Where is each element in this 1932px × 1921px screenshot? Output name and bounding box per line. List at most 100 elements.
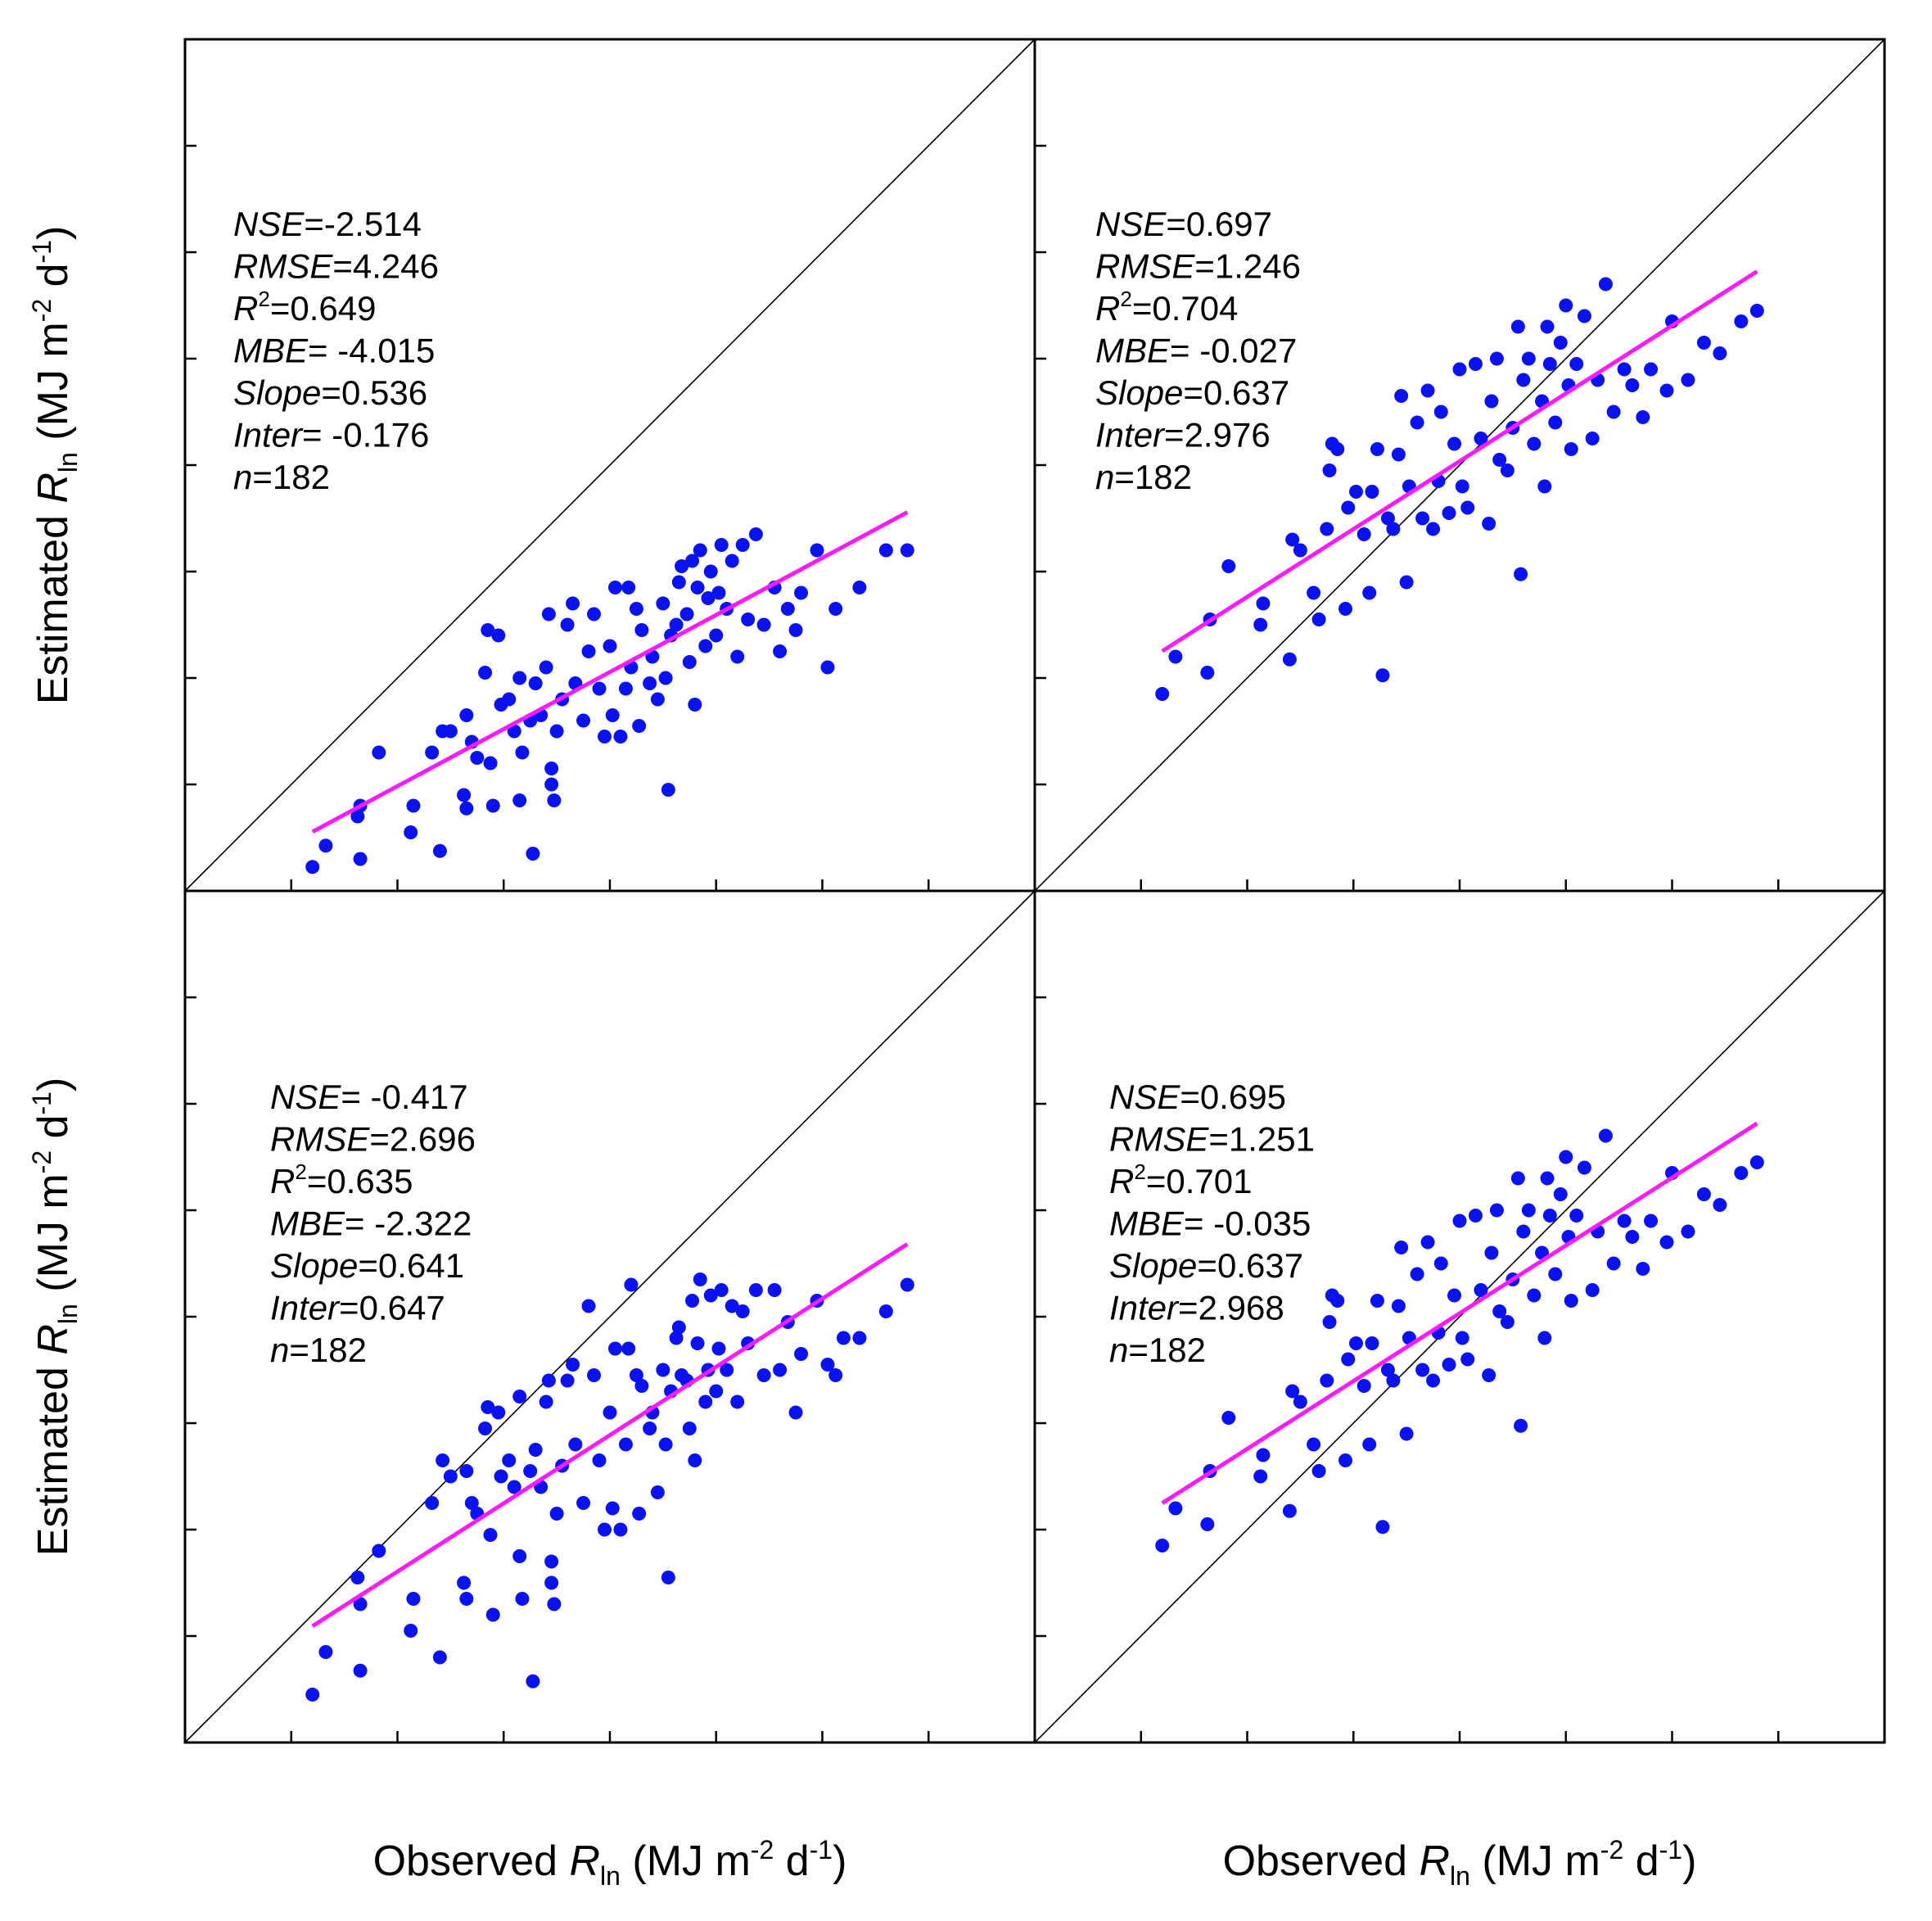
data-point [528, 676, 543, 690]
data-point [1542, 357, 1557, 371]
data-point [436, 1453, 450, 1467]
data-point [1540, 1171, 1555, 1186]
data-point [682, 655, 697, 669]
data-point [724, 554, 739, 568]
data-point [598, 730, 612, 744]
data-point [820, 1358, 835, 1372]
data-point [491, 1405, 506, 1420]
data-point [1489, 1203, 1504, 1218]
data-point [1433, 405, 1448, 419]
data-point [1585, 1283, 1600, 1297]
data-point [1644, 1214, 1659, 1228]
data-point [1542, 1209, 1557, 1223]
data-point [661, 783, 675, 797]
data-point [464, 1496, 479, 1510]
data-point [1553, 336, 1568, 350]
data-point [1447, 436, 1462, 451]
data-point [643, 1422, 657, 1435]
data-point [1500, 1315, 1514, 1329]
stat-slope: Slope=0.641 [270, 1246, 464, 1285]
data-point [1341, 500, 1356, 515]
data-point [671, 575, 686, 590]
data-point [1322, 463, 1337, 477]
data-point [1625, 1230, 1640, 1244]
regression-line [1161, 1121, 1758, 1505]
data-point [1200, 1517, 1215, 1531]
data-point [690, 1336, 705, 1350]
data-point [485, 798, 500, 813]
data-point [547, 1597, 562, 1611]
data-point [560, 617, 575, 632]
data-point [1452, 1214, 1467, 1228]
data-point [1391, 1299, 1406, 1313]
data-point [1399, 1426, 1414, 1441]
data-point [1460, 500, 1475, 515]
data-point [1168, 649, 1183, 664]
data-point [459, 1464, 474, 1478]
data-point [1338, 602, 1353, 616]
data-point [1386, 522, 1401, 536]
data-point [698, 1394, 713, 1409]
data-point [1559, 298, 1573, 313]
regression-line [1161, 269, 1758, 653]
data-point [828, 602, 843, 616]
data-point [549, 724, 564, 739]
data-point [541, 1373, 556, 1388]
data-point [1713, 1198, 1727, 1212]
data-point [1569, 357, 1584, 371]
data-point [756, 1368, 771, 1382]
stat-rmse: RMSE=2.696 [270, 1120, 476, 1159]
data-point [425, 1496, 440, 1510]
data-point [1415, 511, 1430, 526]
data-point [788, 623, 803, 637]
data-point [457, 1575, 472, 1590]
data-point [1356, 527, 1371, 541]
stat-mbe: MBE= -0.035 [1109, 1205, 1311, 1243]
data-point [1548, 415, 1563, 430]
data-point [1484, 394, 1499, 409]
data-point [1348, 485, 1363, 499]
data-point [1749, 1155, 1764, 1169]
data-point [1221, 1411, 1236, 1425]
data-point [1285, 532, 1300, 547]
data-point [1311, 1464, 1326, 1478]
data-point [1426, 1373, 1441, 1388]
data-point [459, 801, 474, 816]
data-point [1320, 1373, 1334, 1388]
data-point [502, 692, 517, 707]
data-point [1442, 506, 1456, 520]
data-point [305, 860, 320, 875]
data-point [1307, 1437, 1321, 1452]
data-point [690, 581, 705, 594]
data-point [1569, 1209, 1584, 1223]
data-point [1482, 1368, 1496, 1382]
regression-line [311, 510, 909, 834]
data-point [1553, 1187, 1568, 1201]
data-point [632, 1507, 647, 1521]
data-point [350, 809, 365, 824]
data-point [621, 581, 636, 594]
data-point [1527, 1288, 1542, 1303]
data-point [613, 730, 628, 744]
data-point [1617, 1214, 1632, 1228]
data-point [1516, 1224, 1531, 1239]
data-point [1713, 346, 1727, 360]
data-point [603, 1405, 617, 1420]
data-point [483, 1528, 498, 1542]
data-point [1370, 442, 1384, 456]
data-point [711, 585, 726, 600]
data-point [656, 1363, 670, 1377]
data-point [560, 1373, 575, 1388]
data-point [1617, 362, 1632, 377]
data-point [1391, 447, 1406, 462]
data-point [724, 1299, 739, 1313]
data-point [688, 1453, 702, 1467]
data-point [459, 708, 474, 722]
data-point [618, 681, 633, 696]
data-point [576, 1496, 591, 1510]
data-point [709, 1384, 724, 1399]
data-point [658, 671, 673, 685]
data-point [541, 607, 556, 622]
data-point [679, 607, 694, 622]
